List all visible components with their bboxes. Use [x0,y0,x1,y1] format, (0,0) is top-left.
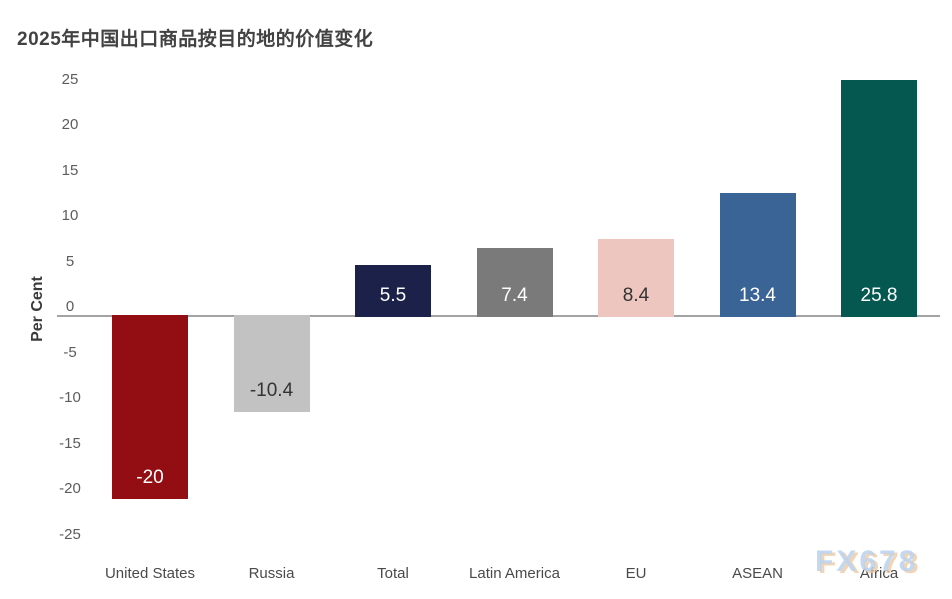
x-axis-label-africa: Africa [859,565,899,582]
y-tick-label: 15 [61,161,79,179]
x-axis-label-total: Total [377,565,409,582]
bar-latin-america: 7.4 [476,247,553,317]
bar-united-states: -20 [112,315,188,499]
bar-value-label: 5.5 [379,284,407,306]
bar-africa: 25.8 [841,80,917,317]
x-axis-label-united-states: United States [104,565,196,582]
bar-value-label: -20 [136,467,164,488]
y-tick-label: 25 [61,70,79,88]
bar-total: 5.5 [355,264,431,317]
bar-value-label: 13.4 [739,284,776,306]
y-tick-label: -10 [59,389,81,406]
bar-asean: 13.4 [719,193,796,317]
chart-title: 2025年中国出口商品按目的地的价值变化 [17,29,374,50]
watermark: FX678 [815,545,919,578]
bar-russia: -10.4 [233,315,310,412]
bar-value-label: 7.4 [501,284,528,306]
bar-eu: 8.4 [598,238,674,317]
y-tick-label: -25 [59,525,81,543]
y-tick-label: 0 [65,298,75,315]
x-axis-label-asean: ASEAN [732,565,783,582]
y-tick-label: -20 [59,480,81,497]
y-tick-label: -5 [63,343,77,361]
y-tick-label: 10 [61,207,79,224]
y-tick-label: 20 [61,116,79,133]
bar-value-label: -10.4 [249,379,294,401]
x-axis-label-latin-america: Latin America [469,565,560,582]
bar-value-label: 25.8 [860,284,898,306]
y-tick-label: 5 [65,252,75,270]
bar-value-label: 8.4 [622,284,650,306]
x-axis-label-eu: EU [625,565,647,582]
y-tick-label: -15 [59,434,81,452]
x-axis-label-russia: Russia [248,565,295,582]
